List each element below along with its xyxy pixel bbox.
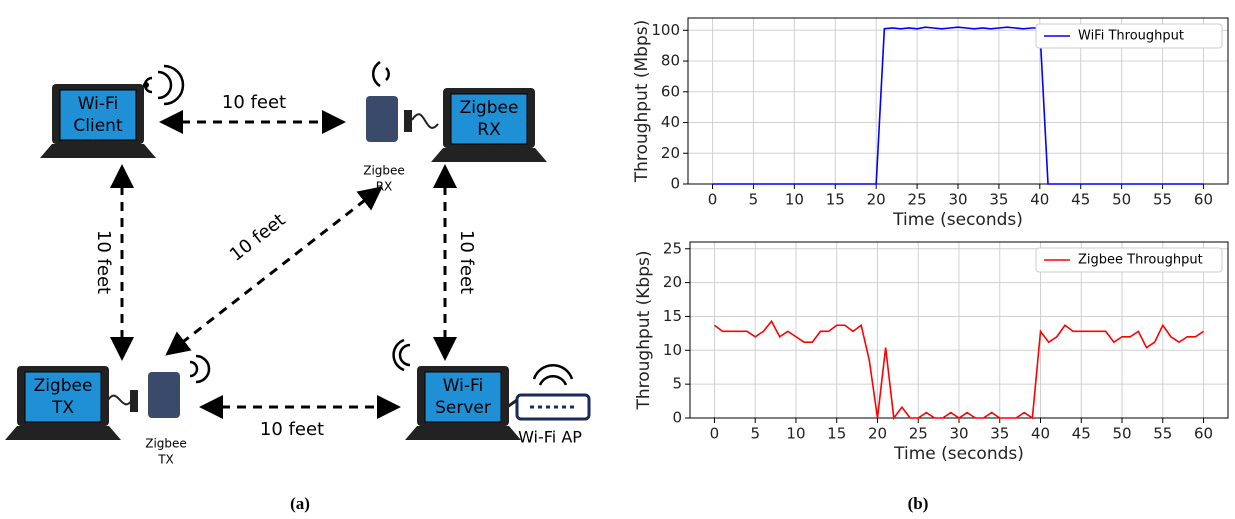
x-tick-label: 0 xyxy=(710,425,720,443)
x-tick-label: 50 xyxy=(1112,425,1131,443)
x-tick-label: 25 xyxy=(909,425,928,443)
x-tick-label: 25 xyxy=(908,191,927,209)
device-label: RX xyxy=(376,180,393,194)
y-tick-label: 0 xyxy=(670,175,680,193)
edge-label: 10 feet xyxy=(456,230,477,294)
y-tick-label: 15 xyxy=(663,307,682,325)
x-tick-label: 0 xyxy=(708,191,718,209)
x-tick-label: 55 xyxy=(1153,425,1172,443)
x-tick-label: 40 xyxy=(1031,425,1050,443)
figure: Wi-Fi Client Zigbee RX Zigbee TX Wi-Fi S… xyxy=(0,0,1235,519)
y-tick-label: 20 xyxy=(661,144,680,162)
x-tick-label: 15 xyxy=(827,425,846,443)
device-label: TX xyxy=(157,453,174,467)
zigbee-board xyxy=(148,372,180,418)
y-tick-label: 0 xyxy=(672,409,682,427)
y-tick-label: 60 xyxy=(661,82,680,100)
edge-label: 10 feet xyxy=(260,419,324,440)
node-label: RX xyxy=(477,120,501,140)
node-label: TX xyxy=(51,398,74,418)
x-tick-label: 45 xyxy=(1071,191,1090,209)
y-tick-label: 100 xyxy=(651,21,680,39)
connector xyxy=(404,110,412,132)
zigbee-board xyxy=(366,96,398,142)
device-label: Wi-Fi AP xyxy=(518,428,582,447)
x-tick-label: 5 xyxy=(750,425,760,443)
x-tick-label: 45 xyxy=(1072,425,1091,443)
node-label: Server xyxy=(435,398,491,418)
x-tick-label: 35 xyxy=(989,191,1008,209)
cable xyxy=(412,114,438,128)
node-label: Wi-Fi xyxy=(78,94,119,114)
node-label: Zigbee xyxy=(460,98,519,118)
legend-label: Zigbee Throughput xyxy=(1078,253,1203,268)
y-tick-label: 5 xyxy=(672,375,682,393)
node-label: Wi-Fi xyxy=(443,376,484,396)
x-tick-label: 60 xyxy=(1194,191,1213,209)
legend-label: WiFi Throughput xyxy=(1078,29,1184,44)
x-tick-label: 50 xyxy=(1112,191,1131,209)
y-tick-label: 25 xyxy=(663,239,682,257)
wave-dot xyxy=(143,82,149,88)
x-axis-label: Time (seconds) xyxy=(893,444,1024,464)
x-tick-label: 20 xyxy=(867,191,886,209)
x-tick-label: 10 xyxy=(786,425,805,443)
node-label: Client xyxy=(73,116,123,136)
node-label: Zigbee xyxy=(34,376,93,396)
y-axis-label: Throughput (Mbps) xyxy=(632,20,652,184)
router xyxy=(517,395,589,419)
x-tick-label: 5 xyxy=(749,191,759,209)
edge-label: 10 feet xyxy=(226,210,289,266)
x-axis-label: Time (seconds) xyxy=(892,210,1023,230)
device-label: Zigbee xyxy=(363,164,405,178)
x-tick-label: 35 xyxy=(990,425,1009,443)
chart: 0 5 10 15 20 25 30 35 40 45 50 55 60 0 20 40 60 80 100 WiFi… xyxy=(632,18,1228,230)
x-tick-label: 40 xyxy=(1030,191,1049,209)
x-tick-label: 55 xyxy=(1153,191,1172,209)
x-tick-label: 15 xyxy=(826,191,845,209)
y-tick-label: 20 xyxy=(663,273,682,291)
cable xyxy=(108,396,132,405)
edge-label: 10 feet xyxy=(222,92,286,113)
chart: 0 5 10 15 20 25 30 35 40 45 50 55 60 0 5 10 15 20 25 Zigbee… xyxy=(634,239,1228,464)
caption: (a) xyxy=(290,494,310,513)
y-tick-label: 80 xyxy=(661,52,680,70)
x-tick-label: 30 xyxy=(949,425,968,443)
caption: (b) xyxy=(908,494,929,513)
y-tick-label: 10 xyxy=(663,341,682,359)
x-tick-label: 10 xyxy=(785,191,804,209)
edge-label: 10 feet xyxy=(93,230,114,294)
y-axis-label: Throughput (Kbps) xyxy=(634,250,654,410)
x-tick-label: 30 xyxy=(948,191,967,209)
x-tick-label: 60 xyxy=(1194,425,1213,443)
y-tick-label: 40 xyxy=(661,113,680,131)
device-label: Zigbee xyxy=(145,437,187,451)
x-tick-label: 20 xyxy=(868,425,887,443)
